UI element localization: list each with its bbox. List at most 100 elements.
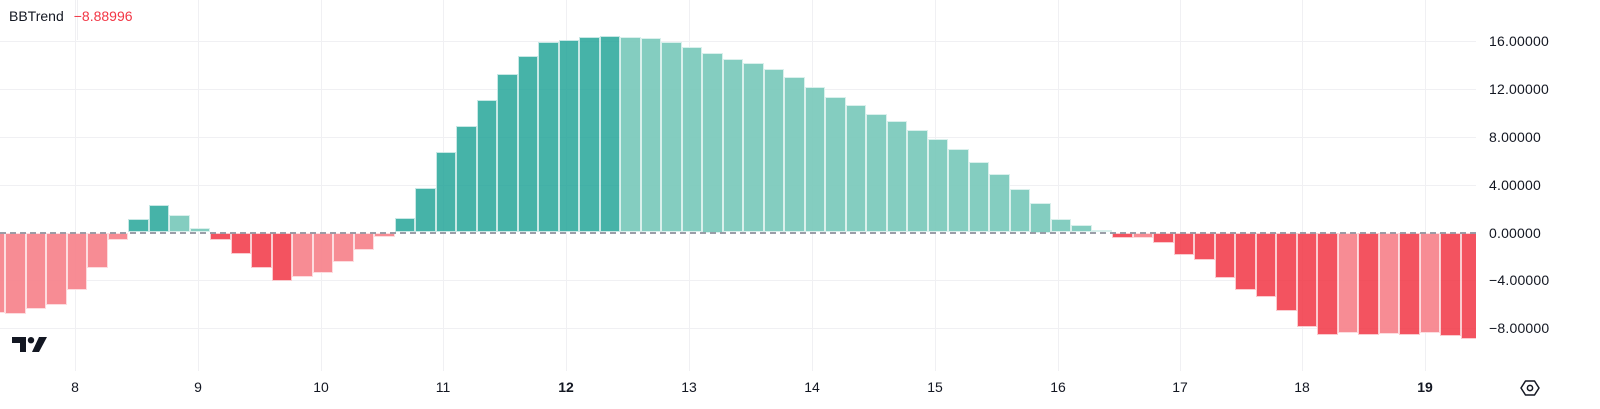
x-tick-label: 19 [1417,379,1433,395]
histogram-bar [1030,202,1051,233]
histogram-bar [1235,232,1256,290]
histogram-bar [312,232,333,274]
histogram-bar [1337,232,1358,333]
price-axis[interactable]: 16.00000 12.00000 8.00000 4.00000 0.00000 −4.… [1476,0,1600,371]
settings-hexagon-icon[interactable] [1520,378,1540,403]
histogram-bar [907,129,928,233]
histogram-bar [456,126,477,233]
x-tick-label: 8 [71,379,79,395]
histogram-bar [661,42,682,233]
histogram-bar [538,42,559,233]
gridline-v [1058,0,1059,371]
y-tick-label: −4.00000 [1489,272,1550,289]
histogram-bar [435,152,456,233]
histogram-bar [681,47,702,233]
histogram-bar [46,232,67,306]
histogram-bar [230,232,251,254]
histogram-bar [599,35,620,233]
histogram-bar [128,219,149,233]
indicator-name[interactable]: BBTrend [9,8,64,24]
histogram-bar [66,232,87,290]
histogram-bar [886,121,907,233]
histogram-bar [1214,232,1235,278]
x-tick-label: 12 [558,379,574,395]
x-tick-label: 15 [927,379,943,395]
histogram-bar [948,148,969,233]
time-axis[interactable]: 8 9 10 11 12 13 14 15 16 17 18 19 [0,371,1476,409]
gridline-h [0,328,1476,329]
gridline-v [1425,0,1426,371]
histogram-bar [1009,189,1030,233]
histogram-bar [558,40,579,233]
legend-divider [77,0,78,40]
histogram-bar [1317,232,1338,336]
histogram-bar [989,173,1010,233]
histogram-bar [292,232,313,277]
indicator-value: −8.88996 [73,8,133,24]
histogram-bar [353,232,374,251]
histogram-bar [394,218,415,233]
histogram-bar [1276,232,1297,312]
y-tick-label: 12.00000 [1489,81,1549,98]
gridline-v [321,0,322,371]
histogram-bar [640,37,661,233]
histogram-bar [1419,232,1440,333]
y-tick-label: 0.00000 [1489,224,1542,241]
histogram-bar [1173,232,1194,256]
histogram-bar [702,53,723,233]
histogram-bar [517,55,538,233]
chart-pane[interactable]: BBTrend −8.88996 [0,0,1476,371]
histogram-bar [1399,232,1420,336]
histogram-bar [415,188,436,233]
histogram-bar [743,62,764,233]
y-tick-label: 4.00000 [1489,176,1542,193]
histogram-bar [25,232,46,309]
histogram-bar [579,37,600,233]
histogram-bar [1460,232,1476,339]
zero-line [0,232,1476,234]
indicator-legend[interactable]: BBTrend −8.88996 [9,8,133,24]
x-tick-label: 14 [804,379,820,395]
histogram-bar [169,214,190,233]
histogram-bar [476,99,497,233]
histogram-bar [1194,232,1215,260]
gridline-h [0,41,1476,42]
histogram-bars [0,35,1476,339]
histogram-bar [251,232,272,269]
histogram-bar [620,37,641,233]
histogram-bar [784,77,805,233]
histogram-bar [1358,232,1379,336]
histogram-bar [825,97,846,233]
x-tick-label: 17 [1172,379,1188,395]
gridline-v [1302,0,1303,371]
x-tick-label: 13 [681,379,697,395]
x-tick-label: 9 [194,379,202,395]
x-tick-label: 16 [1050,379,1066,395]
histogram-bar [866,114,887,233]
histogram-bar [333,232,354,263]
histogram-bar [1071,225,1092,233]
histogram-bar [271,232,292,282]
histogram-bar [1091,230,1112,233]
histogram-bar [804,86,825,233]
gridline-v [198,0,199,371]
x-tick-label: 10 [313,379,329,395]
histogram-bar [87,232,108,269]
x-tick-label: 18 [1294,379,1310,395]
histogram-bar [1255,232,1276,298]
histogram-bar [1296,232,1317,327]
y-tick-label: 8.00000 [1489,128,1542,145]
gridline-v [75,0,76,371]
histogram-bar [927,139,948,233]
tradingview-logo-icon[interactable] [12,337,48,358]
y-tick-label: 16.00000 [1489,33,1549,50]
x-tick-label: 11 [435,379,451,395]
histogram-bar [1440,232,1461,337]
histogram-bar [722,59,743,233]
gridline-v [1180,0,1181,371]
histogram-bar [763,68,784,233]
histogram-bar [148,205,169,233]
histogram-bar [1153,232,1174,244]
histogram-bar [497,73,518,233]
histogram-bar [5,232,26,314]
